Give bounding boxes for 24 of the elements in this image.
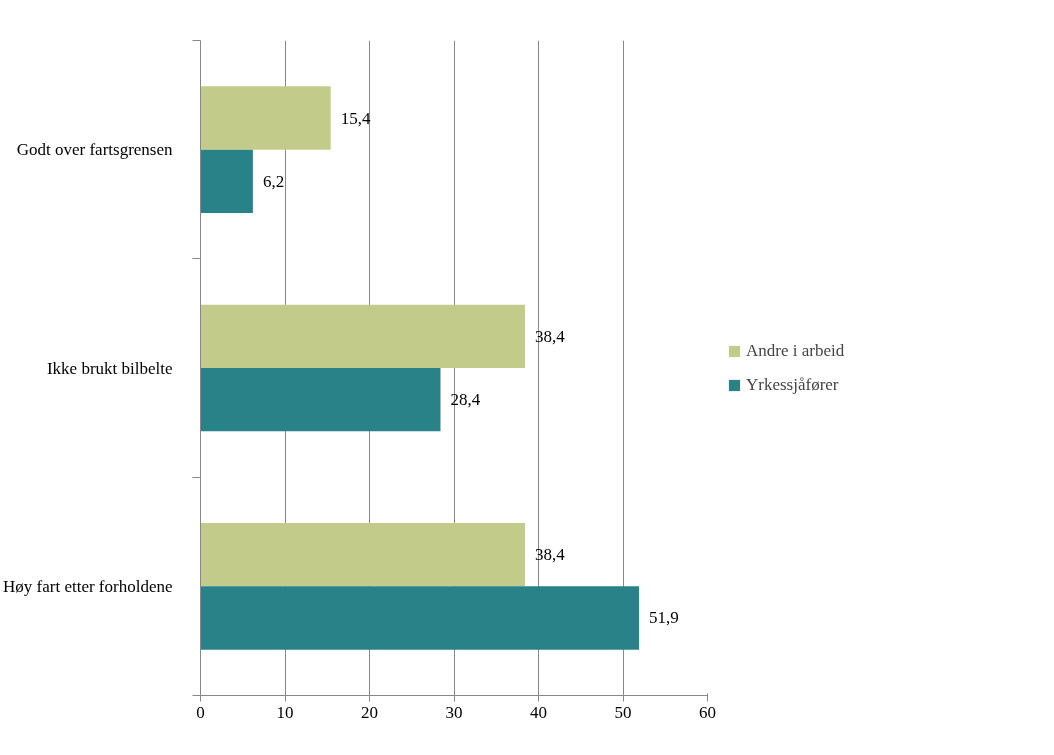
x-tick-label: 30 bbox=[445, 702, 463, 722]
x-tick-label: 10 bbox=[276, 702, 294, 722]
x-tick-label: 60 bbox=[699, 702, 716, 722]
y-tick-label: Ikke brukt bilbelte bbox=[46, 358, 173, 378]
x-tick-label: 0 bbox=[196, 702, 205, 722]
data-label: 51,9 bbox=[649, 608, 679, 628]
bar bbox=[200, 86, 331, 150]
bar bbox=[200, 149, 253, 213]
data-label: 28,4 bbox=[450, 390, 481, 410]
bar bbox=[200, 523, 525, 587]
data-label: 15,4 bbox=[340, 108, 371, 128]
bar bbox=[200, 304, 525, 368]
y-tick-label: Godt over fartsgrensen bbox=[16, 140, 173, 160]
data-label: 6,2 bbox=[262, 171, 285, 191]
data-label: 38,4 bbox=[534, 545, 566, 565]
data-label: 38,4 bbox=[534, 326, 566, 346]
y-tick-label: Høy fart etter forholdene bbox=[3, 576, 173, 596]
x-tick-label: 40 bbox=[530, 702, 547, 722]
x-tick-label: 20 bbox=[361, 702, 378, 722]
bar bbox=[200, 368, 441, 432]
legend-label: Yrkessjåfører bbox=[746, 374, 839, 395]
x-tick-label: 50 bbox=[614, 702, 632, 722]
bar bbox=[200, 586, 640, 650]
legend-label: Andre i arbeid bbox=[746, 340, 845, 361]
